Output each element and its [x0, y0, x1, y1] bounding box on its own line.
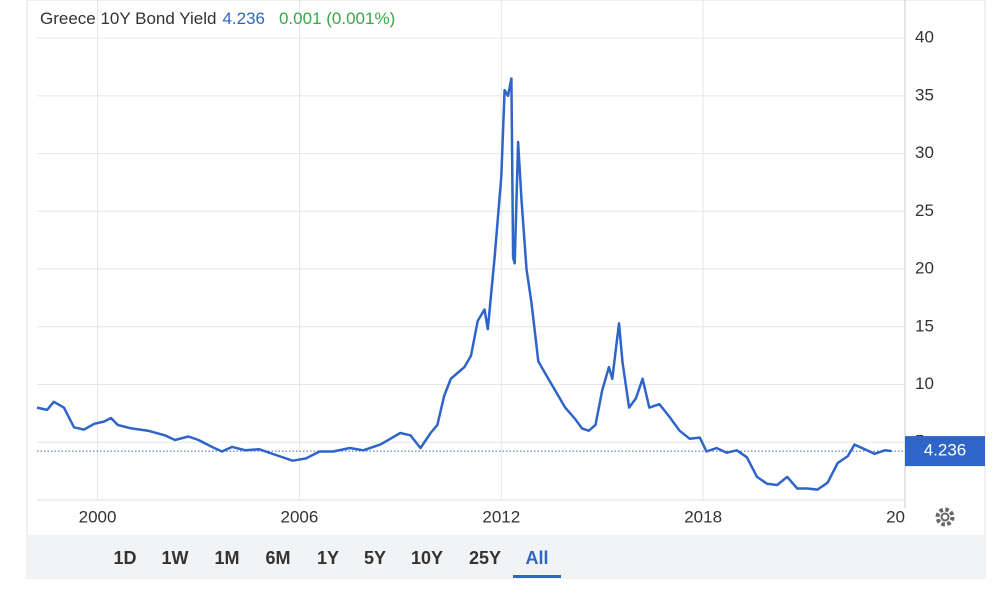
y-tick-label: 30: [915, 143, 934, 162]
yield-line: [36, 77, 892, 491]
y-tick-label: 10: [915, 374, 934, 393]
range-button[interactable]: 25Y: [469, 548, 501, 568]
range-button[interactable]: 1W: [162, 548, 189, 568]
range-button[interactable]: 1Y: [317, 548, 339, 568]
range-button[interactable]: 1D: [113, 548, 136, 568]
x-tick-label: 2000: [79, 507, 117, 526]
range-bar: [27, 535, 985, 578]
widget-frame: [26, 0, 986, 579]
x-tick-label: 2006: [281, 507, 319, 526]
range-button[interactable]: 5Y: [364, 548, 386, 568]
change: 0.001 (0.001%): [279, 9, 395, 28]
y-tick-label: 20: [915, 259, 934, 278]
range-button[interactable]: All: [525, 548, 548, 568]
chart-title: Greece 10Y Bond Yield: [40, 9, 216, 28]
x-tick-label: 2024: [886, 507, 924, 526]
x-tick-label: 2012: [482, 507, 520, 526]
range-underline: [513, 575, 561, 578]
y-tick-label: 35: [915, 85, 934, 104]
settings-icon[interactable]: [935, 507, 955, 527]
header: Greece 10Y Bond Yield 4.236 0.001 (0.001%): [40, 9, 395, 28]
y-tick-label: 25: [915, 201, 934, 220]
last-value-label: 4.236: [924, 441, 967, 460]
y-tick-label: 40: [915, 28, 934, 47]
range-button[interactable]: 6M: [265, 548, 290, 568]
last-value: 4.236: [222, 9, 265, 28]
range-button[interactable]: 1M: [214, 548, 239, 568]
x-tick-label: 2018: [684, 507, 722, 526]
y-tick-label: 15: [915, 316, 934, 335]
last-value-box: [905, 436, 985, 467]
range-button[interactable]: 10Y: [411, 548, 443, 568]
